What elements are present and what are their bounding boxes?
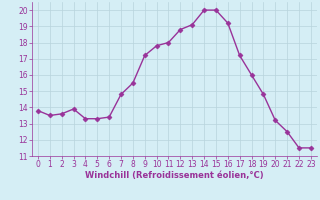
X-axis label: Windchill (Refroidissement éolien,°C): Windchill (Refroidissement éolien,°C) [85,171,264,180]
